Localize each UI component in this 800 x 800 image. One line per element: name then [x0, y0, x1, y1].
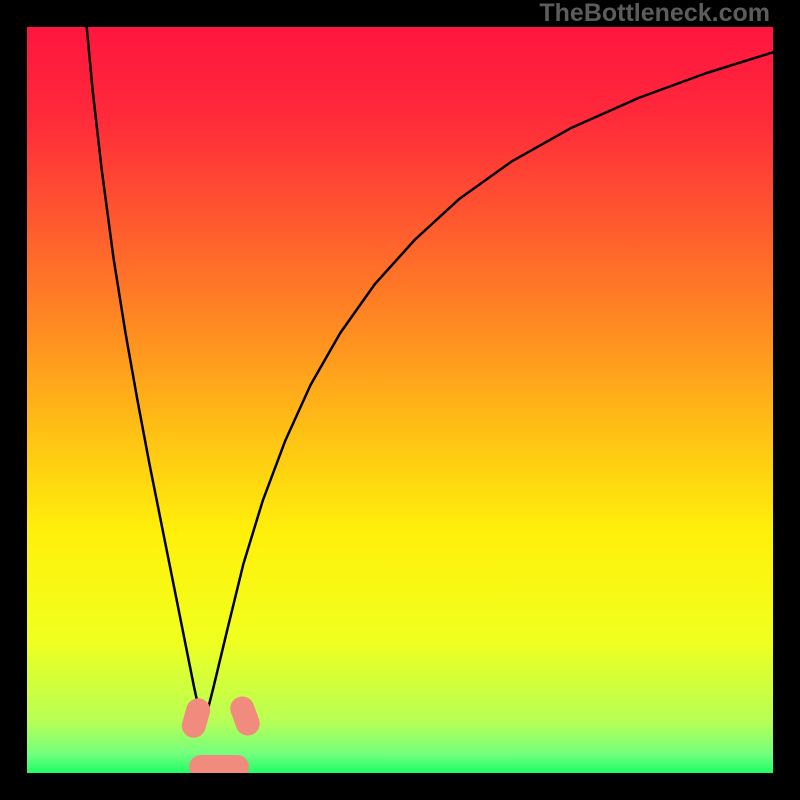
curve-left-branch — [87, 27, 203, 728]
bottleneck-curve — [27, 27, 773, 773]
plot-area — [27, 27, 773, 773]
curve-marker-2 — [189, 755, 249, 773]
watermark-text: TheBottleneck.com — [539, 0, 770, 28]
curve-right-branch — [203, 52, 773, 728]
chart-stage: TheBottleneck.com — [0, 0, 800, 800]
